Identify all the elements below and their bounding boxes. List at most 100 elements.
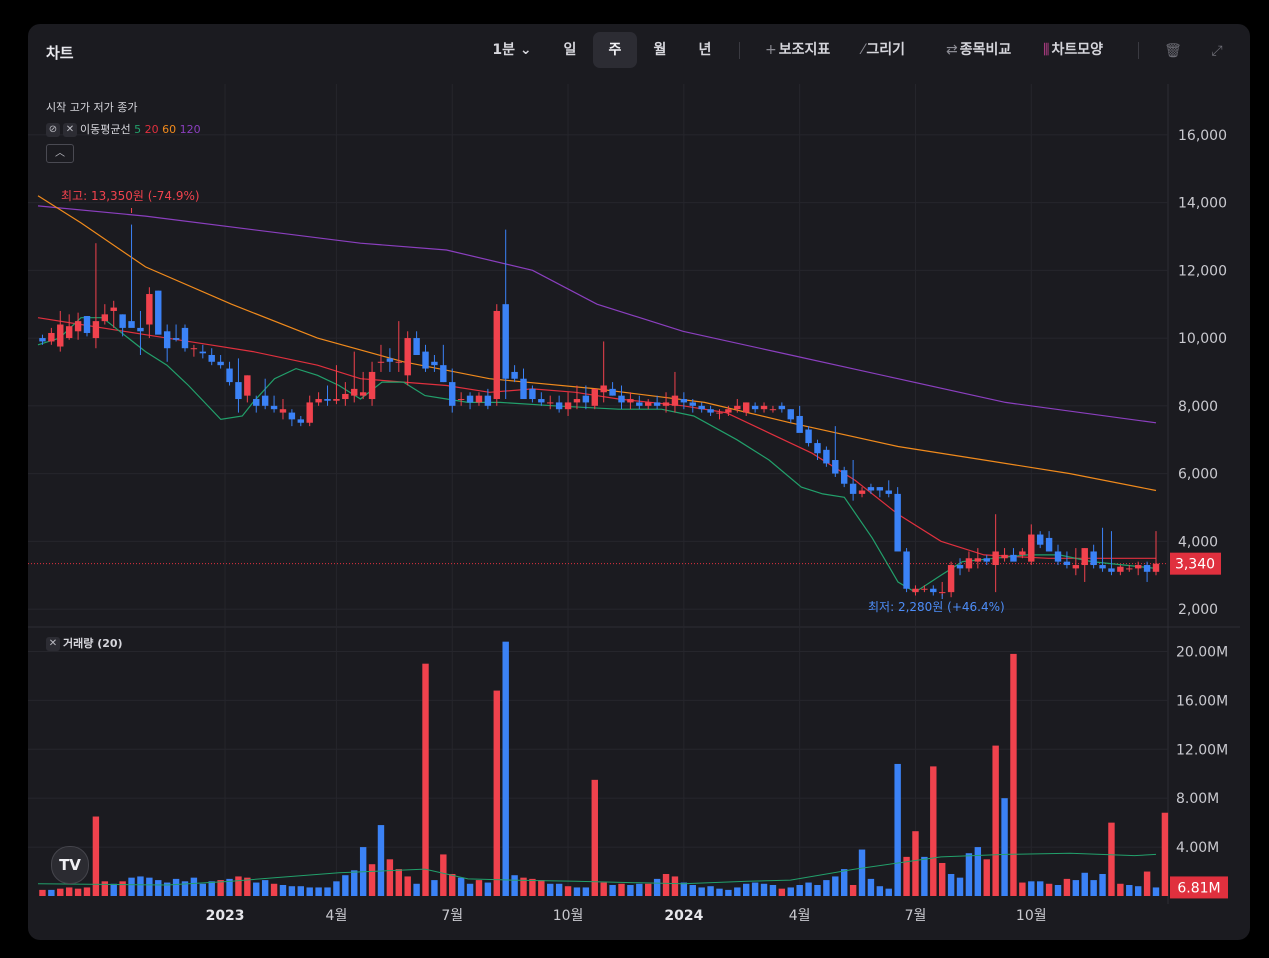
candle-body[interactable] [351, 388, 358, 396]
candle-body[interactable] [1108, 568, 1115, 572]
candle-body[interactable] [65, 326, 73, 339]
period-week-tab[interactable]: 주 [593, 32, 637, 68]
volume-bar[interactable] [1045, 883, 1053, 896]
candle-body[interactable] [645, 402, 652, 406]
volume-bar[interactable] [858, 849, 866, 896]
volume-bar[interactable] [119, 881, 126, 896]
volume-bar[interactable] [404, 876, 411, 896]
volume-bar[interactable] [1063, 878, 1071, 896]
candle-body[interactable] [787, 409, 794, 420]
volume-bar[interactable] [662, 873, 670, 896]
candle-body[interactable] [377, 361, 385, 363]
candle-body[interactable] [529, 388, 536, 400]
candle-body[interactable] [671, 395, 679, 406]
volume-bar[interactable] [1099, 873, 1106, 896]
candle-body[interactable] [137, 327, 144, 332]
volume-bar[interactable] [137, 876, 144, 896]
candle-body[interactable] [146, 294, 153, 325]
volume-bar[interactable] [573, 887, 581, 896]
volume-bar[interactable] [903, 856, 910, 896]
candle-body[interactable] [921, 588, 928, 590]
volume-bar[interactable] [65, 887, 73, 896]
candle-body[interactable] [547, 402, 554, 404]
volume-bar[interactable] [217, 880, 224, 896]
volume-bar[interactable] [199, 883, 207, 896]
indicators-button[interactable]: + 보조지표 [765, 32, 830, 68]
volume-bar[interactable] [591, 779, 598, 896]
volume-bar[interactable] [823, 880, 830, 896]
candle-body[interactable] [662, 402, 670, 406]
candle-body[interactable] [1143, 565, 1151, 572]
candle-body[interactable] [413, 338, 420, 355]
tradingview-logo[interactable]: TV [51, 846, 89, 884]
candle-body[interactable] [912, 588, 919, 593]
candle-body[interactable] [841, 470, 848, 484]
volume-bar[interactable] [92, 816, 100, 896]
candle-body[interactable] [511, 371, 518, 379]
candle-body[interactable] [1090, 551, 1097, 566]
volume-bar[interactable] [636, 883, 643, 896]
candle-body[interactable] [618, 395, 625, 403]
volume-bar[interactable] [1019, 882, 1026, 896]
candle-body[interactable] [876, 487, 884, 491]
volume-bar[interactable] [457, 877, 465, 896]
drawing-button[interactable]: ⁄ 그리기 [862, 32, 905, 68]
volume-bar[interactable] [716, 888, 723, 896]
volume-bar[interactable] [48, 889, 55, 896]
volume-bar[interactable] [1036, 881, 1044, 896]
volume-bar[interactable] [876, 886, 884, 896]
candle-body[interactable] [1019, 551, 1026, 555]
volume-bar[interactable] [324, 887, 331, 896]
candle-body[interactable] [992, 551, 999, 566]
candle-body[interactable] [315, 399, 322, 403]
volume-bar[interactable] [57, 888, 64, 896]
volume-bar[interactable] [1090, 880, 1097, 896]
candle-body[interactable] [653, 402, 661, 406]
volume-bar[interactable] [449, 873, 456, 896]
volume-bar[interactable] [992, 745, 999, 896]
volume-bar[interactable] [894, 763, 901, 896]
volume-bar[interactable] [582, 887, 590, 896]
candle-body[interactable] [769, 409, 777, 411]
candle-body[interactable] [119, 314, 126, 328]
candle-body[interactable] [1036, 534, 1044, 545]
volume-bar[interactable] [600, 882, 607, 896]
volume-bar[interactable] [609, 884, 616, 896]
volume-bar[interactable] [965, 853, 973, 896]
candle-body[interactable] [591, 388, 598, 406]
candle-body[interactable] [333, 399, 340, 401]
candle-body[interactable] [244, 375, 251, 396]
volume-bar[interactable] [163, 882, 171, 896]
candle-body[interactable] [101, 314, 109, 322]
candle-body[interactable] [555, 402, 563, 410]
volume-bar[interactable] [547, 883, 554, 896]
volume-bar[interactable] [288, 886, 296, 896]
volume-bar[interactable] [315, 887, 322, 896]
candle-body[interactable] [199, 351, 207, 354]
candle-body[interactable] [422, 351, 429, 369]
volume-bar[interactable] [493, 690, 500, 896]
candle-body[interactable] [1054, 551, 1062, 562]
candle-body[interactable] [1072, 565, 1080, 569]
candle-body[interactable] [1117, 566, 1124, 572]
collapse-legend-button[interactable]: ︿ [46, 144, 74, 163]
candle-body[interactable] [449, 382, 456, 406]
candle-body[interactable] [956, 565, 964, 569]
volume-bar[interactable] [386, 859, 394, 896]
volume-bar[interactable] [270, 883, 278, 896]
volume-bar[interactable] [235, 876, 242, 896]
volume-bar[interactable] [912, 831, 919, 896]
volume-bar[interactable] [930, 766, 937, 896]
volume-bar[interactable] [253, 882, 260, 896]
candle-body[interactable] [564, 402, 572, 410]
candle-body[interactable] [849, 483, 857, 494]
volume-bar[interactable] [618, 883, 625, 896]
volume-bar[interactable] [1126, 884, 1133, 896]
volume-bar[interactable] [74, 888, 82, 896]
candle-body[interactable] [823, 449, 830, 464]
volume-bar[interactable] [1072, 880, 1080, 896]
volume-bar[interactable] [1081, 872, 1088, 896]
volume-bar[interactable] [422, 663, 429, 896]
candle-body[interactable] [796, 415, 803, 433]
candle-body[interactable] [110, 307, 117, 311]
